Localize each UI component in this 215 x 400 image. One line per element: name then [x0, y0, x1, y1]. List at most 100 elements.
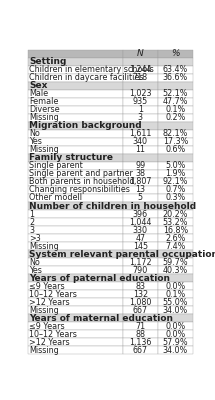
Text: 38: 38 — [135, 170, 145, 178]
Text: 0.7%: 0.7% — [165, 186, 186, 194]
Text: 0.1%: 0.1% — [165, 105, 186, 114]
Bar — [28, 194, 123, 202]
Bar — [123, 266, 158, 274]
Text: 40.3%: 40.3% — [163, 266, 188, 275]
Bar — [123, 218, 158, 226]
Text: 0.2%: 0.2% — [165, 113, 186, 122]
Text: Family structure: Family structure — [29, 153, 113, 162]
Text: 99: 99 — [135, 161, 145, 170]
Bar — [123, 290, 158, 298]
Text: Yes: Yes — [29, 266, 42, 275]
Bar — [123, 314, 158, 322]
Text: Other modell: Other modell — [29, 194, 82, 202]
Bar — [158, 114, 193, 122]
Bar — [28, 138, 123, 146]
Bar — [123, 154, 158, 162]
Text: 57.9%: 57.9% — [163, 338, 188, 347]
Bar — [123, 50, 158, 58]
Text: 88: 88 — [135, 330, 145, 339]
Bar — [158, 194, 193, 202]
Bar — [28, 58, 123, 66]
Text: N: N — [137, 49, 144, 58]
Text: ≤9 Years: ≤9 Years — [29, 282, 65, 291]
Text: Children in daycare facilities: Children in daycare facilities — [29, 73, 144, 82]
Bar — [123, 250, 158, 258]
Text: 0.0%: 0.0% — [165, 322, 186, 331]
Bar — [158, 306, 193, 314]
Bar — [158, 322, 193, 330]
Text: Years of paternal education: Years of paternal education — [29, 274, 170, 283]
Bar — [28, 74, 123, 82]
Bar — [158, 90, 193, 98]
Bar — [158, 162, 193, 170]
Text: Sex: Sex — [29, 81, 48, 90]
Bar — [158, 138, 193, 146]
Bar — [158, 202, 193, 210]
Text: 718: 718 — [133, 73, 148, 82]
Bar — [28, 322, 123, 330]
Bar — [28, 202, 123, 210]
Bar — [158, 346, 193, 354]
Bar — [123, 338, 158, 346]
Bar — [158, 122, 193, 130]
Text: 55.0%: 55.0% — [163, 298, 188, 307]
Bar — [158, 258, 193, 266]
Text: 0.1%: 0.1% — [165, 290, 186, 299]
Text: Female: Female — [29, 97, 58, 106]
Bar — [123, 98, 158, 106]
Text: 1: 1 — [138, 105, 143, 114]
Bar — [28, 290, 123, 298]
Bar — [123, 226, 158, 234]
Bar — [123, 130, 158, 138]
Bar — [123, 66, 158, 74]
Text: 34.0%: 34.0% — [163, 346, 188, 355]
Text: 1,807: 1,807 — [129, 178, 152, 186]
Bar — [123, 322, 158, 330]
Bar — [123, 146, 158, 154]
Text: 2.6%: 2.6% — [165, 234, 186, 243]
Text: Yes: Yes — [29, 137, 42, 146]
Text: Changing responsibilities: Changing responsibilities — [29, 186, 130, 194]
Bar — [123, 122, 158, 130]
Bar — [28, 306, 123, 314]
Bar — [28, 50, 123, 58]
Text: No: No — [29, 129, 40, 138]
Text: Both parents in household: Both parents in household — [29, 178, 135, 186]
Bar — [123, 82, 158, 90]
Bar — [28, 66, 123, 74]
Text: Migration background: Migration background — [29, 121, 142, 130]
Text: 3: 3 — [138, 113, 143, 122]
Bar — [158, 218, 193, 226]
Bar — [123, 138, 158, 146]
Text: 1,611: 1,611 — [129, 129, 152, 138]
Bar — [123, 258, 158, 266]
Bar — [123, 210, 158, 218]
Text: 1,244: 1,244 — [129, 65, 152, 74]
Bar — [158, 178, 193, 186]
Bar — [123, 346, 158, 354]
Bar — [158, 330, 193, 338]
Text: 34.0%: 34.0% — [163, 306, 188, 315]
Bar — [158, 170, 193, 178]
Text: 7.4%: 7.4% — [165, 242, 186, 251]
Bar — [28, 298, 123, 306]
Bar — [158, 226, 193, 234]
Bar — [28, 162, 123, 170]
Text: 340: 340 — [133, 137, 148, 146]
Bar — [123, 242, 158, 250]
Text: >3: >3 — [29, 234, 41, 243]
Bar — [123, 202, 158, 210]
Bar — [123, 74, 158, 82]
Text: System relevant parental occupation: System relevant parental occupation — [29, 250, 215, 259]
Text: 145: 145 — [133, 242, 148, 251]
Text: 5: 5 — [138, 194, 143, 202]
Text: 10–12 Years: 10–12 Years — [29, 290, 77, 299]
Bar — [28, 122, 123, 130]
Text: 0.3%: 0.3% — [165, 194, 186, 202]
Text: 1: 1 — [29, 210, 34, 218]
Text: ≤9 Years: ≤9 Years — [29, 322, 65, 331]
Text: Number of children in household: Number of children in household — [29, 202, 196, 210]
Text: 330: 330 — [133, 226, 148, 234]
Bar — [158, 50, 193, 58]
Bar — [123, 194, 158, 202]
